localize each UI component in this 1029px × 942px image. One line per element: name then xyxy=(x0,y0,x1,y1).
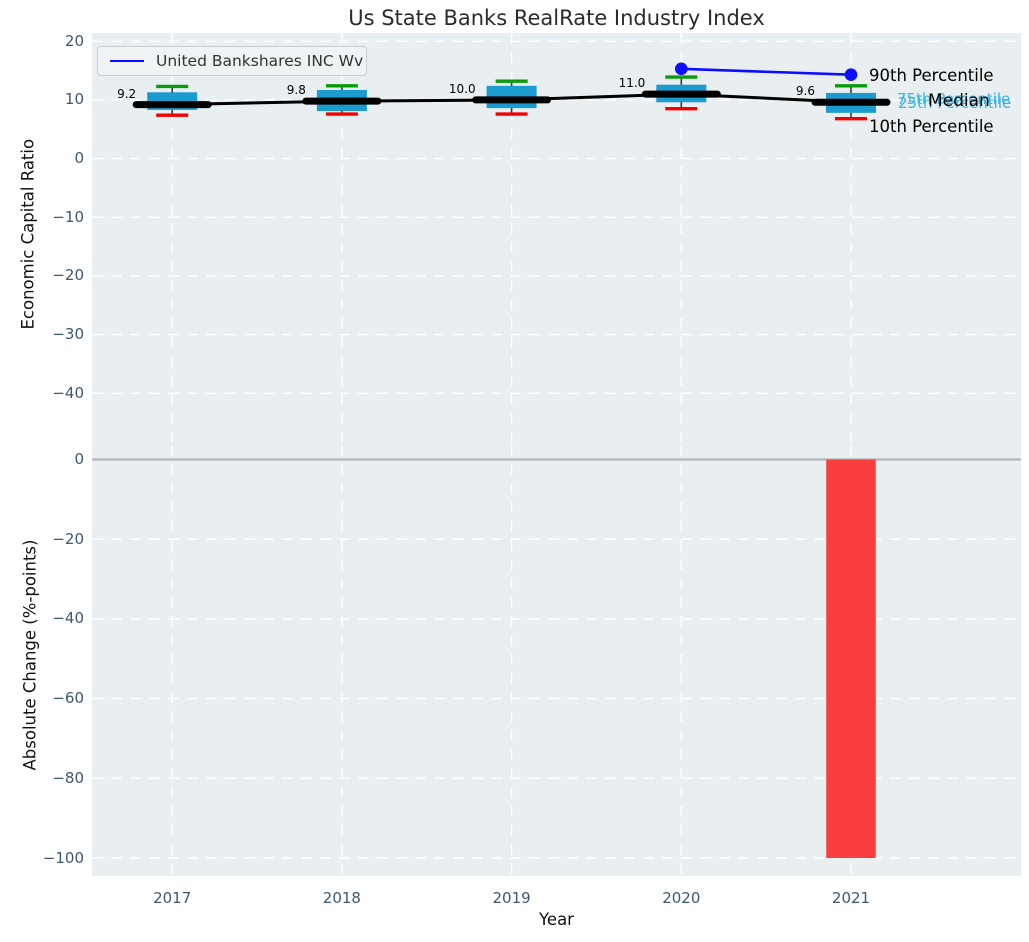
x-tick-2021: 2021 xyxy=(831,889,871,907)
company-line xyxy=(681,67,852,77)
y-tick-bottom-−40: −40 xyxy=(52,609,84,628)
y-tick-top-20: 20 xyxy=(64,31,84,50)
y-tick-top-10: 10 xyxy=(64,90,84,109)
y-tick-bottom-0: 0 xyxy=(74,450,84,468)
y-tick-bottom-−80: −80 xyxy=(52,768,84,787)
median-value-label-2019: 10.0 xyxy=(448,81,476,96)
y-axis-label-bottom: Absolute Change (%-points) xyxy=(20,539,40,771)
x-tick-2019: 2019 xyxy=(492,889,531,907)
annotation-median: Median xyxy=(928,91,990,111)
annotation-25th-percentile: 25th Percentile xyxy=(898,94,1012,112)
company-point-2021 xyxy=(844,68,858,82)
median-value-label-2018: 9.8 xyxy=(286,83,306,98)
y-tick-top-−20: −20 xyxy=(52,266,84,285)
change-bar-2021 xyxy=(826,459,876,858)
x-tick-2018: 2018 xyxy=(322,889,361,907)
y-axis-label-top: Economic Capital Ratio xyxy=(18,138,38,330)
y-tick-top-−40: −40 xyxy=(52,383,84,402)
legend: United Bankshares INC Wv xyxy=(97,46,367,76)
annotation-75th-percentile: 75th Percentile xyxy=(897,90,1011,108)
legend-line-swatch xyxy=(110,59,144,63)
y-tick-bottom-−100: −100 xyxy=(42,848,84,867)
annotation-90th-percentile: 90th Percentile xyxy=(869,66,994,85)
y-tick-top-0: 0 xyxy=(74,149,84,168)
x-axis-label: Year xyxy=(539,910,574,929)
economic-capital-ratio-plot xyxy=(92,33,1021,445)
y-tick-top-−30: −30 xyxy=(52,325,84,344)
median-value-label-2020: 11.0 xyxy=(618,76,646,91)
y-tick-bottom-−60: −60 xyxy=(52,689,84,708)
x-tick-2017: 2017 xyxy=(153,889,192,907)
median-value-label-2021: 9.6 xyxy=(795,84,815,99)
x-tick-2020: 2020 xyxy=(662,889,701,907)
median-value-label-2017: 9.2 xyxy=(117,86,137,101)
legend-label: United Bankshares INC Wv xyxy=(156,52,364,70)
y-tick-bottom-−20: −20 xyxy=(52,529,84,548)
absolute-change-plot xyxy=(92,445,1021,876)
chart-title: Us State Banks RealRate Industry Index xyxy=(348,6,765,30)
annotation-10th-percentile: 10th Percentile xyxy=(869,117,994,136)
y-tick-top-−10: −10 xyxy=(52,207,84,226)
company-point-2020 xyxy=(675,62,688,76)
